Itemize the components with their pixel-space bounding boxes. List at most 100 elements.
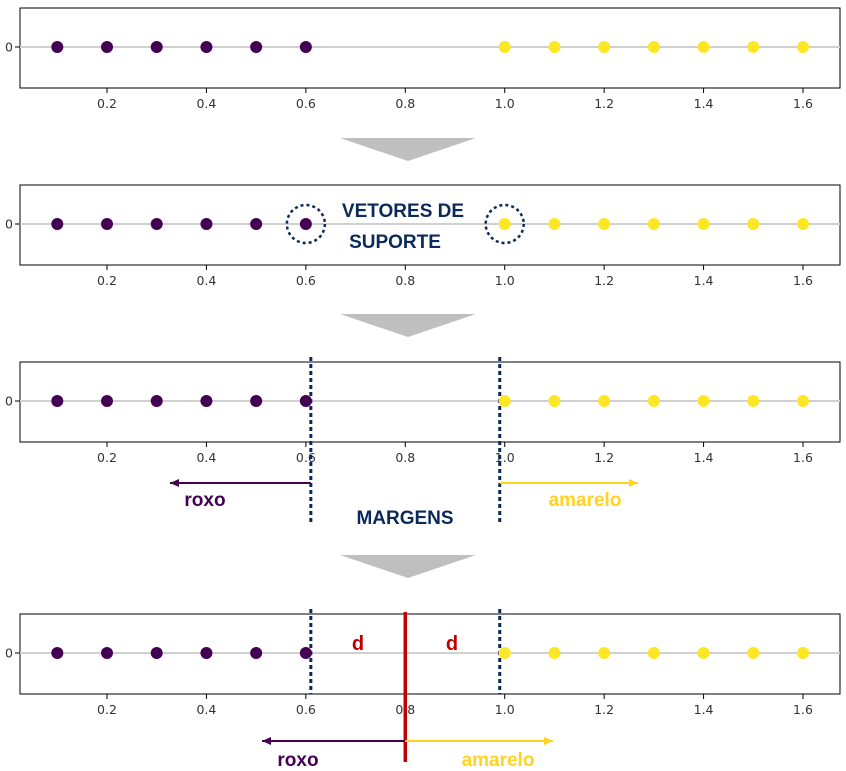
- y-tick-label: 0: [5, 394, 13, 409]
- arrow-to-amarelo-head: [629, 479, 638, 487]
- distance-label-right: d: [446, 633, 458, 655]
- x-tick-label: 1.6: [793, 96, 813, 111]
- x-tick-label: 1.6: [793, 450, 813, 465]
- x-tick-label: 1.2: [594, 273, 614, 288]
- x-tick-label: 1.4: [694, 702, 714, 717]
- step-arrow-3: [340, 555, 476, 578]
- y-tick-label: 0: [5, 646, 13, 661]
- x-tick-label: 0.4: [196, 450, 216, 465]
- purple-point: [150, 647, 163, 659]
- chart-panel-4: d d roxo amarelo 00.20.40.60.81.01.21.41…: [5, 609, 841, 771]
- x-tick-label: 0.2: [97, 273, 117, 288]
- x-tick-label: 0.2: [97, 450, 117, 465]
- yellow-point: [797, 395, 809, 407]
- purple-point: [299, 218, 312, 230]
- chart-panel-3: MARGENS roxo amarelo 0 0.2 0.4 0.6 0.8 1.0 1.2…: [5, 357, 841, 529]
- yellow-point: [697, 647, 710, 659]
- x-tick-label: 1.0: [495, 273, 515, 288]
- x-tick-label: 0.4: [196, 702, 216, 717]
- yellow-point: [598, 395, 611, 407]
- purple-point: [101, 41, 113, 53]
- yellow-point: [498, 41, 511, 53]
- x-tick-label: 0.6: [296, 450, 316, 465]
- purple-point: [299, 41, 312, 53]
- y-tick-label: 0: [5, 40, 13, 55]
- x-tick-label: 1.6: [793, 702, 813, 717]
- yellow-point: [797, 647, 809, 659]
- margins-label: MARGENS: [356, 508, 453, 529]
- x-tick-label: 1.2: [594, 96, 614, 111]
- purple-point: [51, 218, 64, 230]
- yellow-point: [548, 395, 561, 407]
- purple-point: [51, 647, 64, 659]
- purple-point: [150, 395, 163, 407]
- x-tick-label: 0.6: [296, 273, 316, 288]
- x-tick-label: 0.8: [395, 273, 415, 288]
- purple-point: [51, 41, 64, 53]
- purple-point: [299, 647, 312, 659]
- yellow-point: [697, 41, 710, 53]
- yellow-point: [498, 218, 511, 230]
- x-tick-label: 0.8: [395, 450, 415, 465]
- x-tick-label: 1.0: [495, 96, 515, 111]
- yellow-point: [548, 218, 561, 230]
- purple-point: [101, 218, 113, 230]
- arrow-to-roxo-head: [262, 737, 271, 745]
- yellow-point: [548, 647, 561, 659]
- purple-point: [299, 395, 312, 407]
- x-tick-label: 1.4: [694, 450, 714, 465]
- yellow-point: [697, 218, 710, 230]
- x-tick-label: 0.2: [97, 96, 117, 111]
- yellow-point: [797, 41, 809, 53]
- x-tick-label: 0.8: [395, 96, 415, 111]
- x-tick-label: 1.4: [694, 96, 714, 111]
- x-tick-label: 0.6: [296, 702, 316, 717]
- purple-point: [51, 395, 64, 407]
- yellow-point: [747, 647, 760, 659]
- yellow-point: [647, 647, 660, 659]
- purple-point: [250, 41, 263, 53]
- yellow-point: [647, 395, 660, 407]
- y-tick-label: 0: [5, 217, 13, 232]
- purple-point: [250, 647, 263, 659]
- purple-point: [101, 647, 113, 659]
- x-tick-label: 0.6: [296, 96, 316, 111]
- x-tick-label: 1.4: [694, 273, 714, 288]
- arrow-to-roxo-head: [170, 479, 179, 487]
- yellow-point: [598, 218, 611, 230]
- right-class-label: amarelo: [462, 750, 535, 771]
- purple-point: [200, 41, 213, 53]
- right-class-label: amarelo: [549, 490, 622, 511]
- purple-point: [250, 395, 263, 407]
- yellow-point: [647, 41, 660, 53]
- step-arrow-2: [340, 314, 476, 337]
- purple-point: [200, 395, 213, 407]
- x-tick-label: 0.2: [97, 702, 117, 717]
- yellow-point: [598, 647, 611, 659]
- x-tick-label: 1.2: [594, 450, 614, 465]
- yellow-point: [747, 218, 760, 230]
- x-tick-label: 1.0: [495, 450, 515, 465]
- chart-panel-1: 0 0.2 0.4 0.6 0.8 1.0 1.2 1.4 1.6: [5, 7, 841, 111]
- support-vector-highlight: [285, 203, 327, 245]
- yellow-point: [697, 395, 710, 407]
- yellow-point: [747, 395, 760, 407]
- x-tick-label: 1.6: [793, 273, 813, 288]
- support-vectors-label-line-2: SUPORTE: [349, 232, 441, 253]
- left-class-label: roxo: [184, 490, 225, 511]
- yellow-point: [598, 41, 611, 53]
- yellow-point: [498, 647, 511, 659]
- purple-point: [200, 218, 213, 230]
- distance-label-left: d: [352, 633, 364, 655]
- purple-point: [101, 395, 113, 407]
- purple-point: [150, 41, 163, 53]
- x-tick-label: 0.4: [196, 273, 216, 288]
- yellow-point: [498, 395, 511, 407]
- step-arrow-1: [340, 138, 476, 161]
- purple-point: [150, 218, 163, 230]
- yellow-point: [797, 218, 809, 230]
- purple-point: [200, 647, 213, 659]
- arrow-to-amarelo-head: [544, 737, 553, 745]
- x-tick-label: 1.0: [495, 702, 515, 717]
